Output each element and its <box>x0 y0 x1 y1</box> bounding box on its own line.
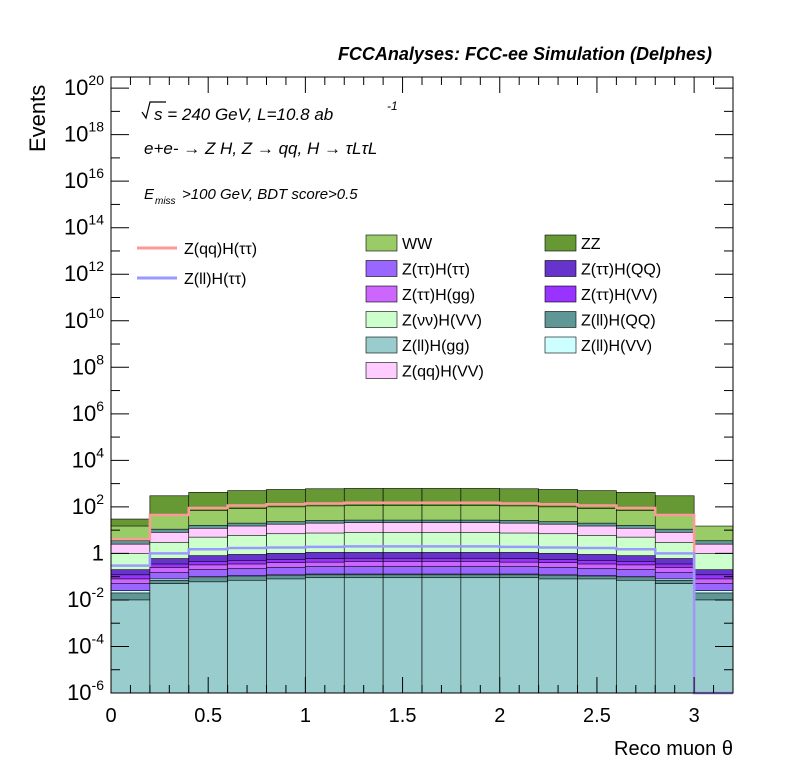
x-axis-label: Reco muon θ <box>614 738 733 760</box>
legend-box-label: WW <box>402 236 433 253</box>
bar <box>382 577 423 694</box>
annotation-lumi-sup: -1 <box>387 99 398 113</box>
bar <box>305 577 345 694</box>
annotation-energy: s = 240 GeV, L=10.8 ab <box>154 105 333 124</box>
legend-swatch <box>365 311 398 328</box>
legend-box-label: Z(ττ)H(ττ) <box>402 262 470 279</box>
x-tick-label: 0 <box>105 705 116 727</box>
y-tick-label: 10-4 <box>67 630 104 658</box>
sqrt-symbol <box>141 101 166 120</box>
bar <box>343 577 384 694</box>
y-tick-label: 1018 <box>64 119 104 147</box>
y-tick-label: 108 <box>72 351 104 379</box>
legend-box-label: Z(qq)H(VV) <box>402 364 484 381</box>
annotation-cuts: E miss >100 GeV, BDT score>0.5 <box>144 186 358 207</box>
annotation-sqrt-s: s = 240 GeV, L=10.8 ab -1 <box>141 99 398 124</box>
bar <box>227 579 267 694</box>
legend-box-label: Z(ll)H(gg) <box>402 338 470 355</box>
bar <box>421 577 462 694</box>
x-tick-label: 1.5 <box>389 705 417 727</box>
y-tick-label: 104 <box>72 444 104 472</box>
legend-box-label: Z(ττ)H(VV) <box>581 287 658 304</box>
legend-swatch <box>544 234 577 252</box>
legend-swatch <box>544 336 577 354</box>
bar <box>499 577 539 694</box>
x-tick-label: 1 <box>300 705 311 727</box>
y-tick-label: 106 <box>72 398 104 426</box>
line-z-ll-h- <box>111 545 733 695</box>
chart-title: FCCAnalyses: FCC-ee Simulation (Delphes) <box>338 44 712 64</box>
bar <box>538 578 578 694</box>
legend-swatch <box>365 234 398 252</box>
x-tick-label: 0.5 <box>194 705 222 727</box>
legend-boxes: WW ZZ Z(ττ)H(ττ) Z(ττ)H(QQ) Z(ττ)H(gg) Z(ττ)H… <box>365 234 661 381</box>
legend-line-label: Z(qq)H(ττ) <box>184 241 257 258</box>
legend-box-label: Z(ll)H(QQ) <box>581 313 656 330</box>
legend-box-label: ZZ <box>581 236 601 253</box>
legend-swatch <box>365 285 398 303</box>
y-tick-label: 1014 <box>64 212 104 240</box>
bar <box>460 577 501 694</box>
bar <box>654 583 695 694</box>
cuts-miss: miss <box>155 196 176 207</box>
line-z-qq-h- <box>111 501 733 695</box>
x-tick-label: 2 <box>494 705 505 727</box>
y-tick-label: 1 <box>92 540 104 565</box>
legend-lines: Z(qq)H(ττ) Z(ll)H(ττ) <box>137 241 257 288</box>
x-axis: 0 0.5 1 1.5 2 2.5 3 <box>105 77 734 727</box>
bar <box>188 581 228 694</box>
legend-swatch <box>544 260 577 277</box>
legend-swatch <box>544 311 577 328</box>
series-z-ll-h-gg- <box>110 577 734 694</box>
bar <box>266 578 306 694</box>
legend-box-label: Z(νν)H(VV) <box>402 313 482 330</box>
y-axis-label: Events <box>25 85 50 152</box>
y-tick-label: 1010 <box>64 305 104 333</box>
stacked-bars <box>110 488 734 694</box>
x-tick-label: 2.5 <box>583 705 611 727</box>
legend-box-label: Z(ll)H(VV) <box>581 338 652 355</box>
y-tick-label: 102 <box>72 491 104 519</box>
legend-swatch <box>365 362 398 379</box>
y-axis: 10-6 10-4 10-2 1 102 104 106 108 1010 1012 1014 101… <box>64 72 733 705</box>
y-tick-label: 10-2 <box>67 584 104 612</box>
bar <box>616 579 656 694</box>
legend-swatch <box>365 336 398 354</box>
x-tick-label: 3 <box>689 705 700 727</box>
bar <box>577 578 617 694</box>
annotation-process: e+e- → Z H, Z → qq, H → τLτL <box>144 139 377 158</box>
y-tick-label: 1016 <box>64 165 104 193</box>
cuts-rest: >100 GeV, BDT score>0.5 <box>182 186 358 203</box>
y-tick-label: 1020 <box>64 72 104 100</box>
cuts-e: E <box>144 186 155 203</box>
legend-line-label: Z(ll)H(ττ) <box>184 271 246 288</box>
legend-swatch <box>544 285 577 303</box>
y-tick-label: 1012 <box>64 258 104 286</box>
legend-swatch <box>365 260 398 277</box>
bar <box>149 583 190 694</box>
y-tick-label: 10-6 <box>67 677 104 705</box>
legend-box-label: Z(ττ)H(QQ) <box>581 262 661 279</box>
signal-lines <box>111 501 733 695</box>
legend-box-label: Z(ττ)H(gg) <box>402 287 475 304</box>
